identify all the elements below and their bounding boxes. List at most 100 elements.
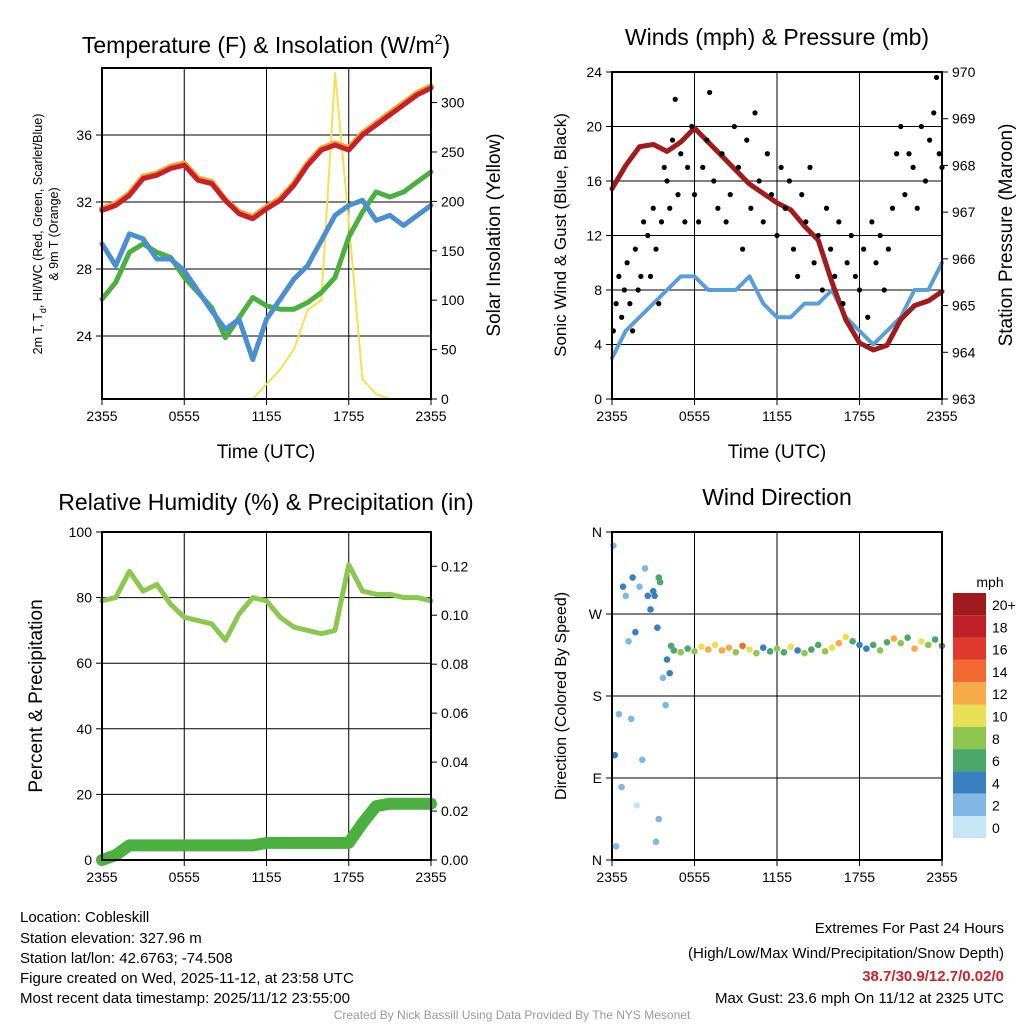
- gust-point: [811, 260, 817, 266]
- direction-point: [691, 648, 698, 655]
- x-tick-label: 1755: [333, 408, 364, 424]
- gust-point: [799, 192, 805, 198]
- direction-point: [794, 647, 801, 654]
- gust-point: [678, 151, 684, 157]
- y-tick-label: E: [593, 770, 602, 786]
- gust-point: [696, 219, 702, 225]
- x-tick-label: 0555: [679, 869, 710, 885]
- x-tick-label: 2355: [596, 408, 627, 424]
- gust-point: [719, 151, 725, 157]
- direction-point: [638, 756, 646, 764]
- direction-point: [632, 628, 639, 636]
- gust-point: [735, 164, 742, 170]
- colorbar-swatch: [953, 615, 986, 638]
- extremes-subtitle: (High/Low/Max Wind/Precipitation/Snow De…: [688, 945, 1004, 962]
- y-tick-label: W: [589, 606, 603, 622]
- direction-point: [780, 648, 788, 656]
- y2-tick-label: 100: [441, 292, 465, 308]
- y-tick-label: N: [592, 524, 602, 540]
- y-tick-label: 16: [586, 173, 602, 189]
- gust-point: [630, 328, 636, 334]
- gust-point: [748, 205, 754, 211]
- direction-point: [876, 647, 884, 654]
- plot-frame: [101, 531, 432, 861]
- gust-point: [790, 246, 797, 252]
- direction-point: [647, 606, 654, 613]
- direction-point: [659, 674, 667, 682]
- wind-direction-chart-title: Wind Direction: [702, 484, 852, 510]
- x-tick-label: 1755: [844, 869, 875, 885]
- y2-tick-label: 200: [441, 193, 465, 209]
- gust-point: [795, 273, 801, 279]
- gust-point: [647, 273, 654, 279]
- gust-point: [918, 123, 924, 130]
- winds-plot-area: 2355 0555 1155 1755 235504812162024963964965…: [586, 64, 975, 424]
- direction-point: [725, 644, 733, 652]
- gust-point: [616, 273, 622, 279]
- gust-point: [672, 96, 678, 102]
- temperature-panel: Temperature (F) & Insolation (W/m2) 2355…: [31, 31, 505, 463]
- direction-point: [636, 583, 643, 590]
- y2-tick-label: 0: [441, 391, 449, 407]
- y-tick-label: 28: [76, 261, 92, 277]
- humidity-y-axis-label: Percent & Precipitation: [26, 599, 47, 792]
- gust-point: [848, 232, 854, 239]
- latlon-text: Station lat/lon: 42.6763; -74.508: [20, 950, 233, 967]
- y-tick-label: 100: [69, 524, 93, 540]
- temperature-y-axis-label-line2: & 9m T (Orange): [47, 187, 61, 280]
- winds-panel: Winds (mph) & Pressure (mb) 2355 0555 1155…: [551, 24, 1017, 463]
- colorbar-label: 2: [992, 798, 1000, 814]
- y2-tick-label: 0.08: [441, 656, 468, 672]
- y2-tick-label: 50: [441, 342, 457, 358]
- direction-point: [842, 633, 850, 641]
- gust-point: [700, 164, 706, 170]
- colorbar-swatch: [953, 726, 986, 750]
- y-tick-label: 8: [594, 282, 602, 298]
- gust-point: [731, 123, 737, 130]
- y-tick-label: 0: [594, 391, 602, 407]
- x-tick-label: 0555: [169, 408, 200, 424]
- direction-point: [746, 646, 753, 653]
- y2-tick-label: 250: [441, 144, 465, 160]
- speed-colorbar: 20+ 18 16 14 12 10 8 6 4 2 0: [953, 593, 1016, 839]
- x-tick-label: 1155: [251, 408, 281, 424]
- direction-point: [766, 648, 774, 655]
- direction-point: [718, 647, 726, 654]
- gust-point: [619, 314, 625, 320]
- direction-point: [656, 578, 664, 586]
- gust-point: [689, 123, 695, 130]
- direction-point: [704, 646, 712, 653]
- y2-tick-label: 150: [441, 243, 465, 259]
- series-2m-t: [99, 85, 434, 222]
- colorbar-swatch: [953, 771, 986, 794]
- colorbar-swatch: [953, 682, 986, 705]
- gust-point: [914, 205, 920, 211]
- wind-direction-panel: Wind Direction 2355 0555 1155 1755 2355NESWN…: [553, 484, 1016, 885]
- gust-point: [828, 246, 834, 252]
- direction-point: [739, 642, 746, 650]
- y-tick-label: 60: [76, 655, 92, 671]
- x-tick-label: 1155: [762, 408, 792, 424]
- colorbar-label: 20+: [992, 597, 1016, 613]
- x-tick-label: 2355: [86, 408, 117, 424]
- gust-point: [774, 232, 780, 239]
- gust-point: [650, 205, 656, 211]
- y-tick-label: 80: [76, 590, 92, 606]
- gust-point: [873, 260, 879, 266]
- gust-point: [744, 137, 750, 143]
- gust-point: [685, 164, 691, 170]
- direction-point: [787, 643, 795, 651]
- wind-direction-y-axis-label: Direction (Colored By Speed): [553, 592, 570, 800]
- insolation-y-axis-label: Solar Insolation (Yellow): [484, 133, 505, 336]
- station-info: Location: Cobleskill Station elevation: …: [20, 909, 354, 1007]
- gust-point: [906, 151, 912, 157]
- colorbar-swatch: [953, 637, 986, 660]
- colorbar-label: 6: [992, 753, 1000, 769]
- y-tick-label: N: [592, 852, 602, 868]
- direction-point: [619, 583, 627, 590]
- colorbar-label: 10: [992, 709, 1008, 725]
- gust-point: [885, 246, 891, 252]
- gust-point: [889, 205, 896, 211]
- colorbar-unit: mph: [976, 574, 1003, 590]
